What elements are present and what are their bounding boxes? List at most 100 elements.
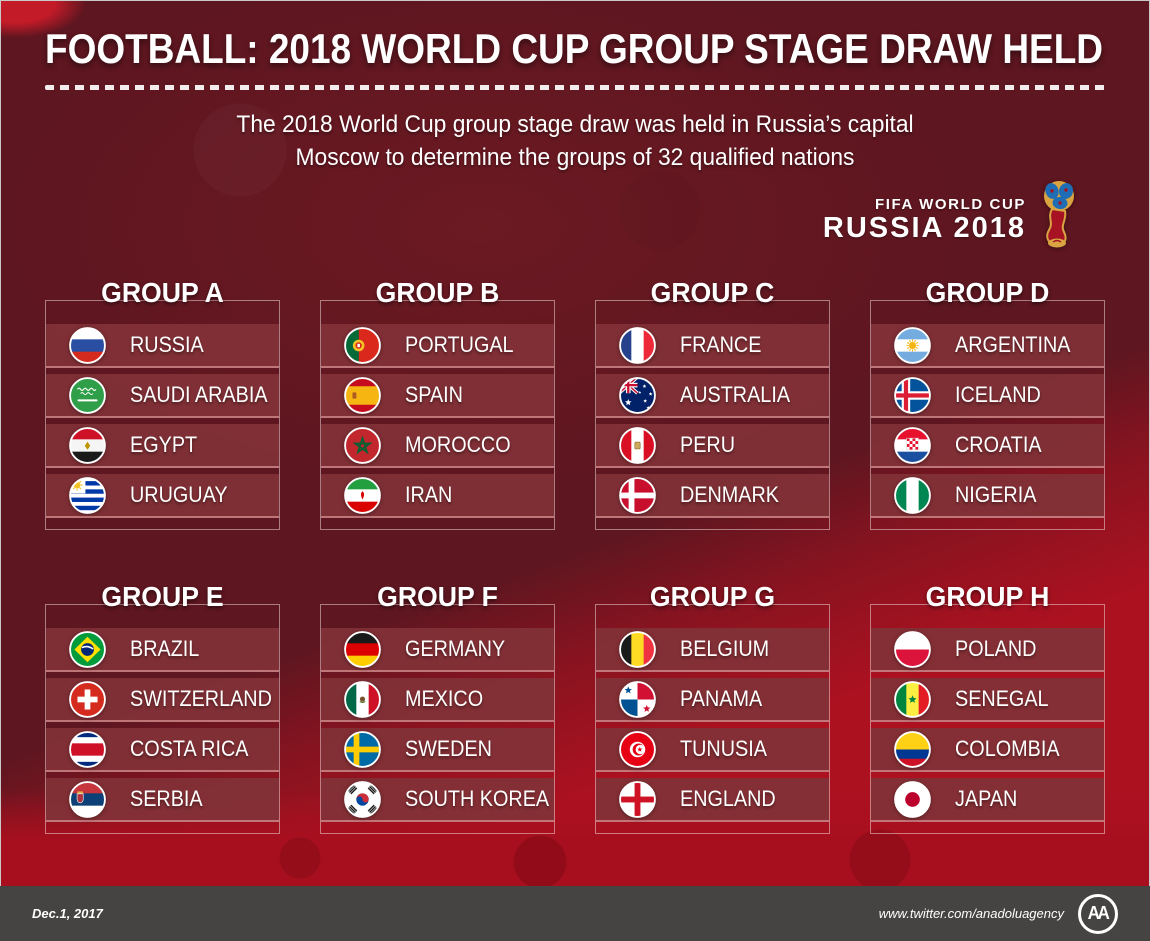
subtitle-line-2: Moscow to determine the groups of 32 qua… <box>295 144 855 171</box>
groups-row-top: GROUP A RUSSIA SAUDI ARABIA EGYPT URUGUA… <box>45 278 1106 530</box>
saudi-arabia-flag-icon <box>69 376 106 414</box>
team-row: EGYPT <box>46 424 279 468</box>
team-row: DENMARK <box>596 474 829 518</box>
poland-flag-icon <box>894 630 931 668</box>
peru-flag-icon <box>619 426 656 464</box>
senegal-flag-icon <box>894 680 931 718</box>
portugal-flag-icon <box>344 326 381 364</box>
group-title: GROUP A <box>101 277 224 308</box>
team-name: IRAN <box>405 482 453 507</box>
group-a: GROUP A RUSSIA SAUDI ARABIA EGYPT URUGUA… <box>45 278 280 530</box>
morocco-flag-icon <box>344 426 381 464</box>
argentina-flag-icon <box>894 326 931 364</box>
team-name: SPAIN <box>405 382 463 407</box>
sweden-flag-icon <box>344 730 381 768</box>
date-label: Dec.1, 2017 <box>32 906 103 921</box>
anadolu-agency-aa-icon: AA <box>1078 893 1118 934</box>
group-box: GERMANY MEXICO SWEDEN SOUTH KOREA <box>320 604 555 834</box>
dashed-divider <box>45 85 1105 90</box>
team-name: COSTA RICA <box>130 736 249 761</box>
team-row: JAPAN <box>871 778 1104 822</box>
group-f: GROUP F GERMANY MEXICO SWEDEN SOUTH KORE… <box>320 582 555 834</box>
group-box: FRANCE AUSTRALIA PERU DENMARK <box>595 300 830 530</box>
team-row: COSTA RICA <box>46 728 279 772</box>
team-row: POLAND <box>871 628 1104 672</box>
france-flag-icon <box>619 326 656 364</box>
team-row: COLOMBIA <box>871 728 1104 772</box>
team-name: BRAZIL <box>130 636 200 661</box>
team-name: URUGUAY <box>130 482 228 507</box>
group-b: GROUP B PORTUGAL SPAIN MOROCCO IRAN <box>320 278 555 530</box>
team-name: SERBIA <box>130 786 203 811</box>
team-name: AUSTRALIA <box>680 382 791 407</box>
australia-flag-icon <box>619 376 656 414</box>
group-title: GROUP H <box>925 581 1050 612</box>
team-name: TUNUSIA <box>680 736 767 761</box>
group-box: POLAND SENEGAL COLOMBIA JAPAN <box>870 604 1105 834</box>
team-name: MOROCCO <box>405 432 511 457</box>
team-name: SENEGAL <box>955 686 1049 711</box>
mexico-flag-icon <box>344 680 381 718</box>
team-row: SWITZERLAND <box>46 678 279 722</box>
team-name: ICELAND <box>955 382 1041 407</box>
team-row: URUGUAY <box>46 474 279 518</box>
team-row: TUNUSIA <box>596 728 829 772</box>
svg-text:FOOTBALL: 2018 WORLD CUP GROUP: FOOTBALL: 2018 WORLD CUP GROUP STAGE DRA… <box>45 25 1103 72</box>
team-row: SERBIA <box>46 778 279 822</box>
germany-flag-icon <box>344 630 381 668</box>
fifa-world-cup-label: FIFA WORLD CUP <box>875 196 1026 213</box>
team-row: RUSSIA <box>46 324 279 368</box>
team-name: SOUTH KOREA <box>405 786 550 811</box>
russia-flag-icon <box>69 326 106 364</box>
team-name: ENGLAND <box>680 786 776 811</box>
spain-flag-icon <box>344 376 381 414</box>
team-row: SPAIN <box>321 374 554 418</box>
team-row: SAUDI ARABIA <box>46 374 279 418</box>
team-row: PANAMA <box>596 678 829 722</box>
team-row: PORTUGAL <box>321 324 554 368</box>
group-d: GROUP D ARGENTINA ICELAND CROATIA NIGERI… <box>870 278 1105 530</box>
england-flag-icon <box>619 780 656 818</box>
serbia-flag-icon <box>69 780 106 818</box>
egypt-flag-icon <box>69 426 106 464</box>
twitter-url-label: www.twitter.com/anadoluagency <box>878 906 1064 921</box>
team-name: ARGENTINA <box>955 332 1071 357</box>
colombia-flag-icon <box>894 730 931 768</box>
south-korea-flag-icon <box>344 780 381 818</box>
group-e: GROUP E BRAZIL SWITZERLAND COSTA RICA SE… <box>45 582 280 834</box>
tunisia-flag-icon <box>619 730 656 768</box>
panama-flag-icon <box>619 680 656 718</box>
group-title: GROUP D <box>925 277 1050 308</box>
switzerland-flag-icon <box>69 680 106 718</box>
group-box: ARGENTINA ICELAND CROATIA NIGERIA <box>870 300 1105 530</box>
team-name: PANAMA <box>680 686 763 711</box>
group-h: GROUP H POLAND SENEGAL COLOMBIA JAPAN <box>870 582 1105 834</box>
iceland-flag-icon <box>894 376 931 414</box>
team-row: FRANCE <box>596 324 829 368</box>
team-row: SOUTH KOREA <box>321 778 554 822</box>
team-row: MOROCCO <box>321 424 554 468</box>
team-name: SAUDI ARABIA <box>130 382 268 407</box>
team-row: BRAZIL <box>46 628 279 672</box>
footer: Dec.1, 2017 www.twitter.com/anadoluagenc… <box>0 886 1150 941</box>
team-name: EGYPT <box>130 432 198 457</box>
team-row: GERMANY <box>321 628 554 672</box>
costa-rica-flag-icon <box>69 730 106 768</box>
group-c: GROUP C FRANCE AUSTRALIA PERU DENMARK <box>595 278 830 530</box>
group-title: GROUP E <box>101 581 224 612</box>
team-name: BELGIUM <box>680 636 770 661</box>
team-name: SWEDEN <box>405 736 492 761</box>
team-row: ENGLAND <box>596 778 829 822</box>
agency-initials: AA <box>1087 903 1109 923</box>
team-name: SWITZERLAND <box>130 686 272 711</box>
team-name: PERU <box>680 432 736 457</box>
team-row: ARGENTINA <box>871 324 1104 368</box>
uruguay-flag-icon <box>69 476 106 514</box>
brazil-flag-icon <box>69 630 106 668</box>
group-title: GROUP F <box>377 581 498 612</box>
group-box: RUSSIA SAUDI ARABIA EGYPT URUGUAY <box>45 300 280 530</box>
group-box: BELGIUM PANAMA TUNUSIA ENGLAND <box>595 604 830 834</box>
iran-flag-icon <box>344 476 381 514</box>
group-box: BRAZIL SWITZERLAND COSTA RICA SERBIA <box>45 604 280 834</box>
